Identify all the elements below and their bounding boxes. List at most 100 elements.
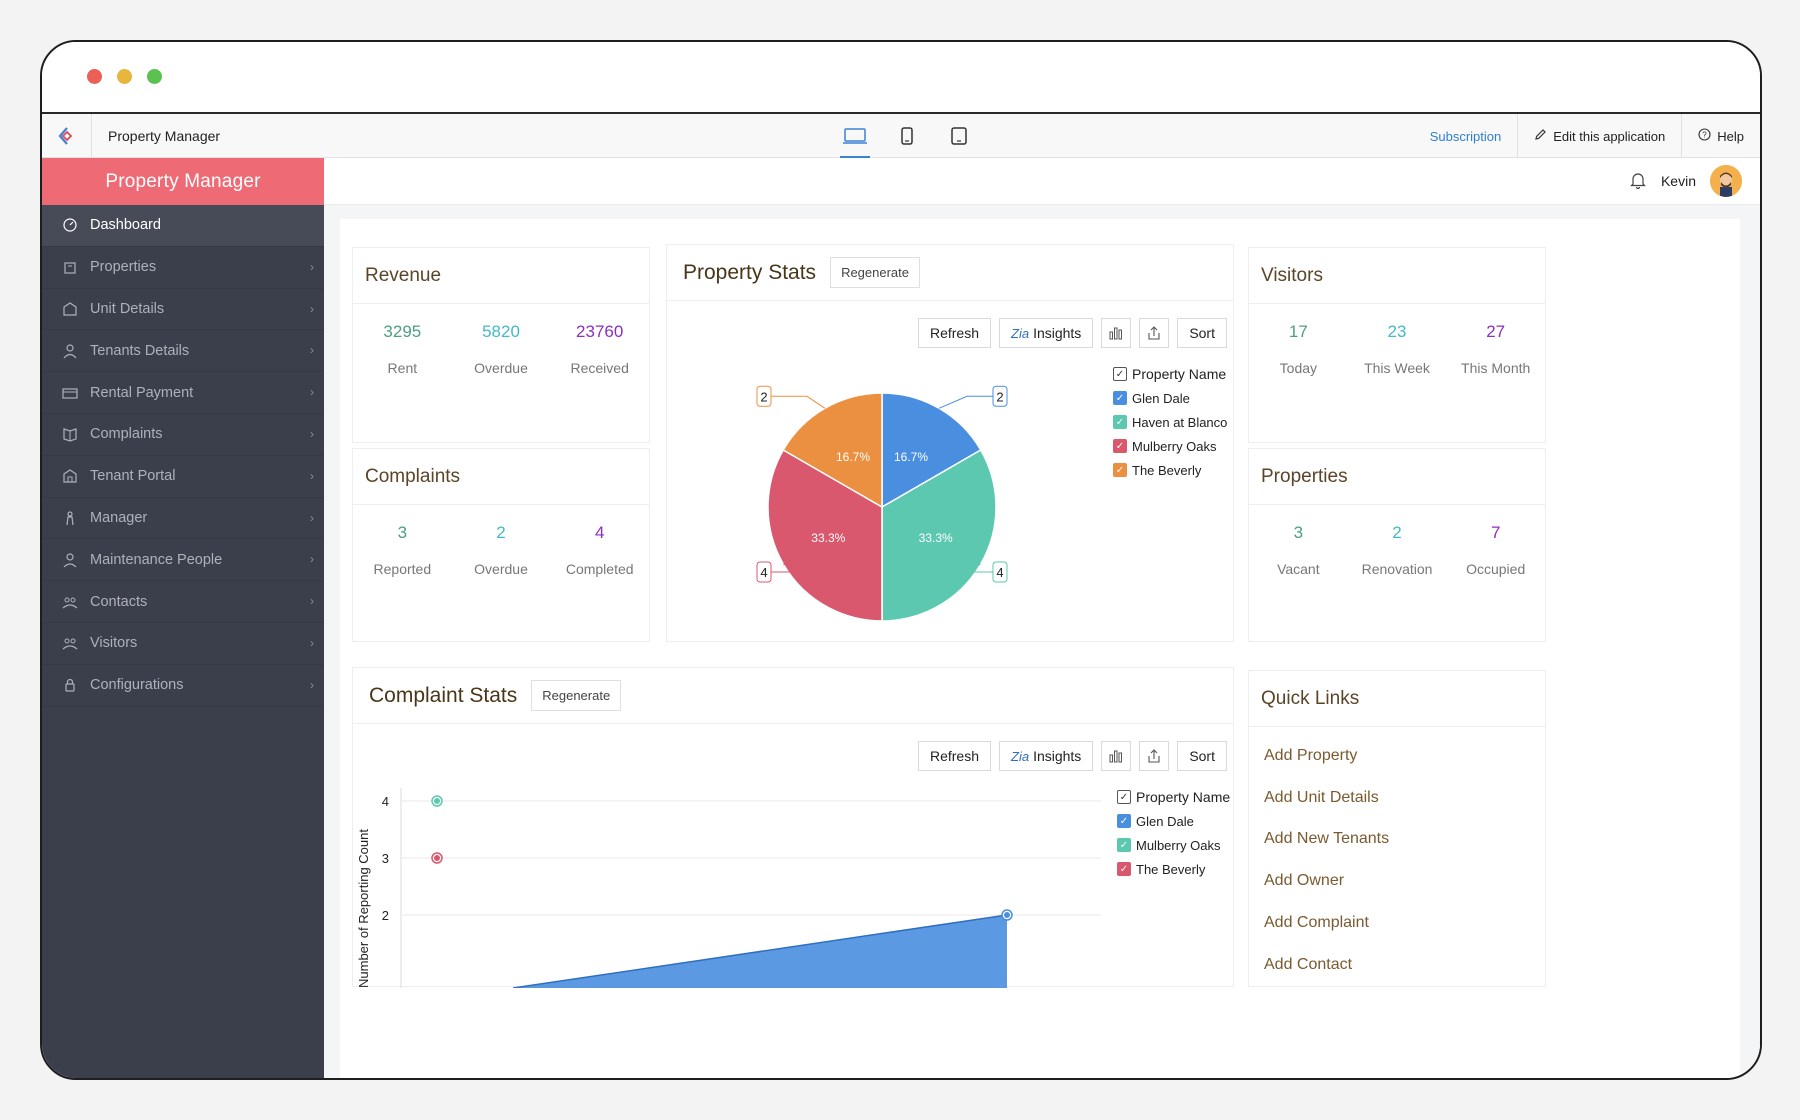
app-logo-icon[interactable] [42, 114, 92, 158]
legend-item[interactable]: ✓ Glen Dale [1117, 809, 1230, 833]
building-icon [62, 259, 78, 275]
avatar[interactable] [1710, 165, 1742, 197]
sidebar-item-rental-payment[interactable]: Rental Payment › [42, 372, 324, 414]
mobile-view-icon[interactable] [892, 114, 922, 158]
sidebar-item-visitors[interactable]: Visitors › [42, 623, 324, 665]
user-name[interactable]: Kevin [1660, 173, 1696, 189]
sidebar-item-label: Configurations [90, 677, 184, 694]
chart-type-icon[interactable] [1101, 318, 1132, 348]
sidebar-item-label: Rental Payment [90, 384, 194, 401]
sidebar-item-tenants-details[interactable]: Tenants Details › [42, 330, 324, 373]
pie-percent-label: 16.7% [894, 450, 928, 464]
legend-item[interactable]: ✓ The Beverly [1117, 857, 1230, 881]
chevron-right-icon: › [310, 343, 314, 358]
chevron-right-icon: › [310, 385, 314, 400]
sidebar-item-unit-details[interactable]: Unit Details › [42, 289, 324, 331]
pie-percent-label: 16.7% [836, 450, 870, 464]
insights-button[interactable]: Zia Insights [999, 318, 1094, 348]
regenerate-button[interactable]: Regenerate [830, 257, 921, 288]
legend-item[interactable]: ✓ Mulberry Oaks [1113, 434, 1227, 458]
quick-link-add-complaint[interactable]: Add Complaint [1264, 914, 1369, 932]
sidebar-item-manager[interactable]: Manager › [42, 498, 324, 540]
legend-label: Glen Dale [1136, 813, 1194, 829]
insights-label: Insights [1033, 325, 1082, 341]
minimize-window-button[interactable] [117, 69, 132, 84]
revenue-card: Revenue 3295 Rent 5820 Overdue 23760 Receiv… [352, 247, 650, 443]
chevron-right-icon: › [310, 426, 314, 441]
pie-callout-box [756, 385, 772, 407]
quick-link-add-owner[interactable]: Add Owner [1264, 872, 1345, 890]
chevron-right-icon: › [310, 259, 314, 274]
chart-type-icon[interactable] [1101, 741, 1132, 771]
legend-item[interactable]: ✓ Haven at Blanco [1113, 410, 1227, 434]
insights-button[interactable]: Zia Insights [999, 741, 1094, 771]
export-icon[interactable] [1139, 741, 1170, 771]
legend-title: Property Name [1132, 366, 1227, 382]
book-icon [62, 426, 78, 443]
y-tick-label: 2 [382, 908, 389, 923]
reported-value: 3 [397, 523, 408, 542]
pie-value-label: 4 [996, 565, 1003, 580]
legend-checkbox[interactable]: ✓ [1117, 862, 1131, 876]
legend-label: Mulberry Oaks [1132, 438, 1217, 454]
quick-link-add-property[interactable]: Add Property [1264, 746, 1358, 764]
quick-link-add-unit-details[interactable]: Add Unit Details [1264, 788, 1379, 806]
desktop-view-icon[interactable] [840, 114, 870, 158]
dashboard-icon [62, 217, 78, 233]
overdue-label: Overdue [474, 360, 528, 376]
sidebar-item-contacts[interactable]: Contacts › [42, 581, 324, 623]
legend-checkbox[interactable]: ✓ [1117, 838, 1131, 852]
regenerate-button[interactable]: Regenerate [531, 680, 622, 711]
renovation-label: Renovation [1361, 561, 1433, 577]
legend-checkbox[interactable]: ✓ [1113, 415, 1127, 429]
sort-button[interactable]: Sort [1177, 741, 1227, 771]
sidebar-item-label: Complaints [90, 426, 163, 443]
sidebar-item-maintenance-people[interactable]: Maintenance People › [42, 539, 324, 582]
chevron-right-icon: › [310, 677, 314, 692]
legend-checkbox[interactable]: ✓ [1113, 391, 1127, 405]
quick-link-add-contact[interactable]: Add Contact [1264, 955, 1353, 973]
sidebar-item-label: Maintenance People [90, 551, 223, 568]
sidebar-nav: Dashboard Properties › Unit Details › Tenants… [42, 205, 324, 707]
pie-callout-line [771, 395, 826, 409]
legend-item[interactable]: ✓ The Beverly [1113, 458, 1227, 482]
legend-checkbox[interactable]: ✓ [1113, 439, 1127, 453]
chevron-right-icon: › [310, 301, 314, 316]
help-button[interactable]: ? Help [1681, 114, 1760, 158]
quick-link-add-new-tenants[interactable]: Add New Tenants [1264, 830, 1390, 848]
sidebar-item-label: Contacts [90, 593, 148, 610]
sidebar-item-dashboard[interactable]: Dashboard [42, 205, 324, 247]
legend-all-checkbox[interactable]: ✓ [1117, 790, 1131, 804]
data-point-core [434, 855, 440, 861]
sidebar-brand: Property Manager [42, 158, 324, 205]
notification-bell-icon[interactable] [1629, 171, 1647, 192]
card-title: Visitors [1249, 248, 1545, 304]
legend-item[interactable]: ✓ Glen Dale [1113, 386, 1227, 410]
edit-application-button[interactable]: Edit this application [1517, 114, 1681, 158]
chevron-right-icon: › [310, 635, 314, 650]
card-title: Complaints [353, 449, 649, 505]
maximize-window-button[interactable] [147, 69, 162, 84]
subscription-link[interactable]: Subscription [1429, 128, 1502, 144]
sidebar-item-complaints[interactable]: Complaints › [42, 414, 324, 456]
sidebar-item-label: Properties [90, 259, 157, 276]
export-icon[interactable] [1139, 318, 1170, 348]
legend-label: Haven at Blanco [1132, 414, 1228, 430]
sidebar-item-configurations[interactable]: Configurations › [42, 665, 324, 707]
legend-all-checkbox[interactable]: ✓ [1113, 367, 1127, 381]
sort-button[interactable]: Sort [1177, 318, 1227, 348]
refresh-button[interactable]: Refresh [917, 741, 991, 771]
legend-checkbox[interactable]: ✓ [1117, 814, 1131, 828]
legend-item[interactable]: ✓ Mulberry Oaks [1117, 833, 1230, 857]
y-axis-label: Number of Reporting Count [356, 829, 371, 988]
sidebar-item-tenant-portal[interactable]: Tenant Portal › [42, 456, 324, 498]
tablet-view-icon[interactable] [944, 114, 974, 158]
legend-label: Mulberry Oaks [1136, 837, 1221, 853]
close-window-button[interactable] [87, 69, 102, 84]
overdue-label: Overdue [474, 561, 528, 577]
legend-checkbox[interactable]: ✓ [1113, 463, 1127, 477]
vacant-label: Vacant [1277, 561, 1320, 577]
refresh-button[interactable]: Refresh [917, 318, 991, 348]
sidebar-item-properties[interactable]: Properties › [42, 247, 324, 289]
person-icon [62, 552, 78, 568]
